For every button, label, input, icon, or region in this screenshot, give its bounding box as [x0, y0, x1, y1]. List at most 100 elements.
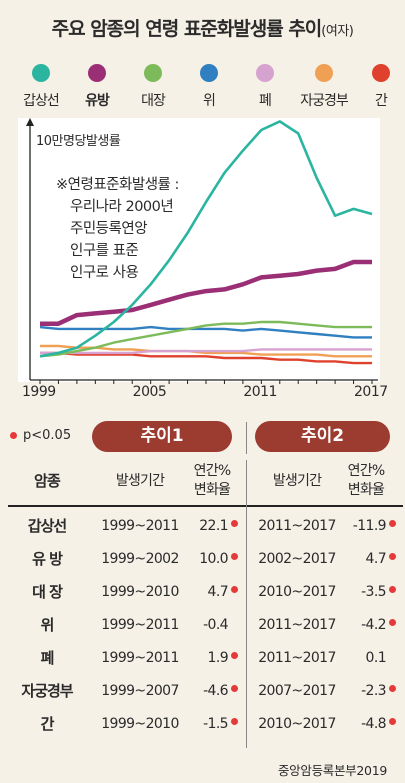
period2-range: 2007~2017: [258, 683, 336, 699]
cancer-name: 갑상선: [27, 517, 67, 535]
period2-range: 2011~2017: [258, 518, 336, 534]
legend-label: 위: [203, 93, 216, 109]
axes: [29, 120, 378, 381]
legend-label: 갑상선: [23, 93, 60, 109]
table-row: 유 방 1999~2002 10.0 2002~2017 4.7: [0, 543, 405, 575]
legend-label: 대장: [141, 93, 166, 109]
period2-range: 2010~2017: [258, 716, 336, 732]
period2-rate: -4.2: [361, 617, 387, 633]
legend-swatch-icon: [372, 64, 390, 82]
legend-swatch-icon: [256, 64, 274, 82]
period2-rate: -4.8: [361, 716, 387, 732]
col-rate1: 연간% 변화율: [193, 463, 231, 498]
period1-range: 1999~2010: [101, 716, 179, 732]
legend-swatch-icon: [144, 64, 162, 82]
period1-rate: 1.9: [207, 650, 229, 666]
y-axis-arrow-icon: [26, 118, 34, 126]
period2-rate: 0.1: [365, 650, 387, 666]
chart-note: ※연령표준화발생률 : 우리나라 2000년 주민등록연앙 인구를 표준 인구로…: [56, 174, 179, 284]
x-tick-label: 2017: [354, 384, 388, 400]
line-chart: [26, 118, 378, 384]
note-line: 주민등록연앙: [70, 221, 148, 237]
period1-rate: -0.4: [203, 617, 229, 633]
cancer-name: 자궁경부: [21, 682, 73, 700]
significance-dot-icon: [389, 718, 396, 725]
significance-dot-icon: [389, 586, 396, 593]
series-line: [40, 259, 372, 326]
col-period2: 발생기간: [272, 473, 322, 489]
legend-item: 위: [184, 64, 234, 110]
cancer-name: 위: [40, 616, 55, 634]
significance-dot-icon: [231, 520, 238, 527]
legend-item: 유방: [72, 64, 122, 110]
significance-dot-icon: [389, 685, 396, 692]
period2-rate: -11.9: [352, 518, 387, 534]
series-line: [40, 351, 372, 365]
cancer-name: 폐: [40, 649, 55, 667]
source-credit: 중앙암등록본부2019: [277, 763, 387, 778]
period1-range: 1999~2007: [101, 683, 179, 699]
series-line: [39, 325, 372, 339]
col-rate2: 연간% 변화율: [347, 463, 385, 498]
x-tick-label: 1999: [22, 384, 56, 400]
legend: 갑상선 유방 대장 위 폐 자궁경부 간: [16, 64, 396, 112]
col-period1: 발생기간: [115, 473, 165, 489]
table-row: 폐 1999~2011 1.9 2011~2017 0.1: [0, 642, 405, 674]
table-row: 갑상선 1999~2011 22.1 2011~2017 -11.9: [0, 510, 405, 542]
series-line: [39, 320, 372, 358]
column-divider: [246, 460, 247, 748]
period2-rate: -2.3: [361, 683, 387, 699]
note-line: 인구로 사용: [70, 265, 139, 281]
legend-label: 폐: [259, 93, 272, 109]
legend-item: 간: [356, 64, 405, 110]
significance-note: p<0.05: [10, 428, 71, 443]
significance-dot-icon: [231, 553, 238, 560]
period1-rate: 4.7: [207, 584, 229, 600]
significance-dot-icon: [389, 619, 396, 626]
period1-rate: -1.5: [203, 716, 229, 732]
table-row: 간 1999~2010 -1.5 2010~2017 -4.8: [0, 708, 405, 740]
legend-swatch-icon: [315, 64, 333, 82]
significance-dot-icon: [231, 685, 238, 692]
significance-dot-icon: [389, 520, 396, 527]
table-row: 위 1999~2011 -0.4 2011~2017 -4.2: [0, 609, 405, 641]
period1-range: 1999~2002: [101, 551, 179, 567]
table-row: 자궁경부 1999~2007 -4.6 2007~2017 -2.3: [0, 675, 405, 707]
table-divider: [8, 505, 403, 507]
period1-range: 1999~2011: [101, 518, 179, 534]
period1-header: 추이1: [92, 421, 232, 452]
period2-header: 추이2: [255, 421, 390, 452]
legend-swatch-icon: [88, 64, 106, 82]
legend-label: 유방: [85, 93, 110, 109]
significance-dot-icon: [231, 718, 238, 725]
legend-label: 간: [375, 93, 388, 109]
significance-dot-icon: [231, 586, 238, 593]
significance-dot-icon: [10, 432, 17, 439]
x-tick-label: 2005: [132, 384, 167, 400]
note-line: 인구를 표준: [70, 243, 139, 259]
cancer-name: 유 방: [32, 550, 63, 568]
table-row: 대 장 1999~2010 4.7 2010~2017 -3.5: [0, 576, 405, 608]
legend-label: 자궁경부: [300, 93, 349, 109]
series-line: [40, 348, 372, 355]
period2-range: 2011~2017: [258, 617, 336, 633]
legend-item: 대장: [128, 64, 178, 110]
legend-swatch-icon: [200, 64, 218, 82]
significance-dot-icon: [231, 652, 238, 659]
period1-rate: -4.6: [203, 683, 229, 699]
period2-range: 2011~2017: [258, 650, 336, 666]
series-line: [39, 120, 373, 358]
period2-range: 2002~2017: [258, 551, 336, 567]
legend-item: 폐: [240, 64, 290, 110]
cancer-name: 간: [40, 715, 55, 733]
x-tick-label: 2011: [243, 384, 277, 400]
period1-range: 1999~2011: [101, 650, 179, 666]
chart-panel: [18, 118, 380, 382]
legend-item: 갑상선: [16, 64, 66, 110]
col-cancer: 암종: [33, 472, 61, 490]
column-divider: [246, 422, 247, 454]
legend-swatch-icon: [32, 64, 50, 82]
period1-range: 1999~2011: [101, 617, 179, 633]
note-line: 우리나라 2000년: [70, 199, 174, 215]
period1-range: 1999~2010: [101, 584, 179, 600]
